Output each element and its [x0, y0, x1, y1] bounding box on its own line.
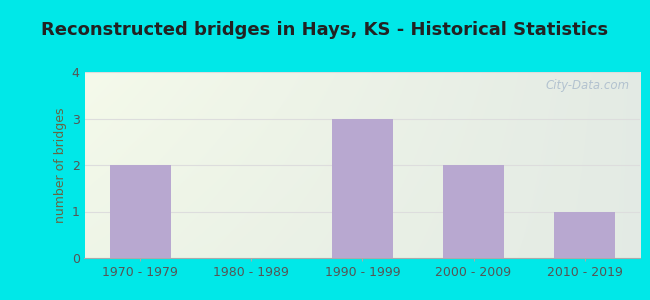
- Bar: [443, 165, 504, 258]
- Text: Reconstructed bridges in Hays, KS - Historical Statistics: Reconstructed bridges in Hays, KS - Hist…: [42, 21, 608, 39]
- Text: City-Data.com: City-Data.com: [545, 80, 629, 92]
- Y-axis label: number of bridges: number of bridges: [55, 107, 68, 223]
- Bar: [332, 118, 393, 258]
- Bar: [554, 212, 616, 258]
- Bar: [109, 165, 171, 258]
